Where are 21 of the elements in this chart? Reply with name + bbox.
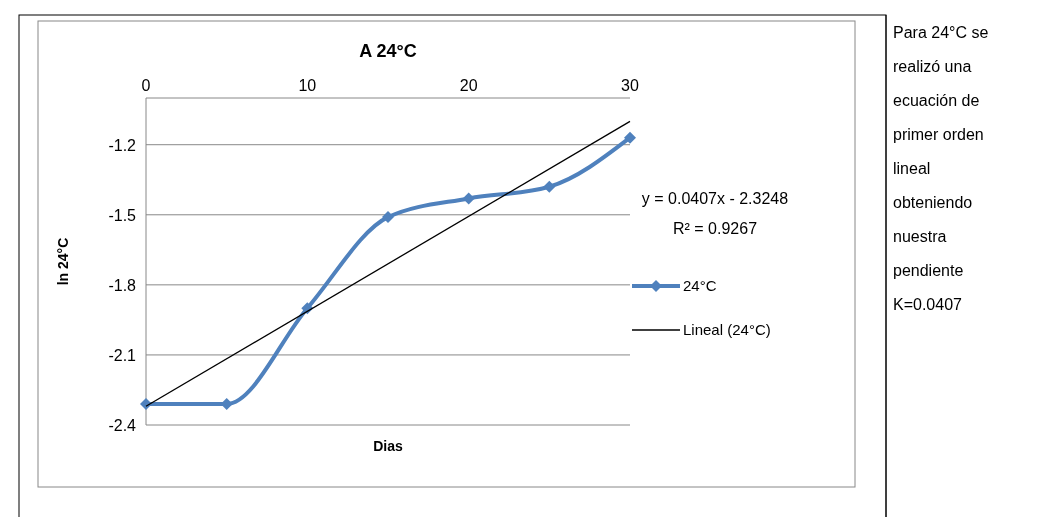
x-axis-title: Dias (373, 438, 403, 454)
point (543, 180, 556, 193)
text: Para 24°C se realizó una ecuación de primer orden lineal obteniendo nuestra pendiente K=0.0407 (893, 24, 989, 313)
point (382, 211, 394, 224)
legend-label: Lineal (24°C) (683, 321, 771, 338)
y-tick-label: -1.2 (108, 136, 137, 154)
text: y = 0.0407x - 2.3248 (641, 190, 789, 207)
y-axis-title: ln 24°C (55, 237, 71, 286)
x-tick-label: 20 (459, 77, 478, 94)
text: R² = 0.9267 (672, 220, 758, 237)
point (462, 192, 475, 205)
legend-label: 24°C (683, 277, 717, 294)
y-tick-label: -2.4 (108, 417, 137, 434)
chart-title: A 24°C (359, 41, 417, 61)
x-tick-label: 10 (298, 77, 317, 94)
point (624, 131, 636, 144)
y-tick-label: -1.8 (108, 276, 137, 294)
y-tick-label: -2.1 (108, 346, 137, 364)
y-tick-label: -1.5 (108, 206, 137, 224)
x-tick-label: 0 (141, 77, 151, 94)
x-tick-label: 30 (621, 77, 639, 94)
